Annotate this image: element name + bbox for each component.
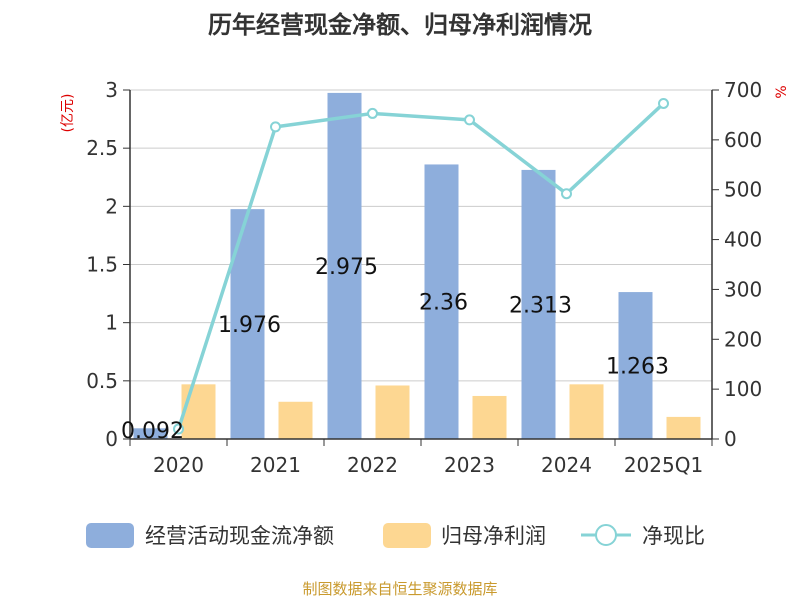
right-tick-label: 0 [724, 427, 737, 451]
legend-label-cashflow: 经营活动现金流净额 [145, 524, 334, 548]
left-tick-label: 3 [105, 78, 118, 102]
ratio-point [464, 114, 475, 126]
cashflow-data-label: 1.976 [218, 313, 281, 338]
right-tick-label: 700 [724, 78, 762, 102]
axes: 0 0.5 1 1.5 2 2.5 3 0 100 200 300 400 500 600 700 2020 2… [86, 78, 762, 477]
bars [133, 92, 701, 440]
right-tick-label: 200 [724, 327, 762, 351]
cashflow-data-label: 2.975 [315, 255, 378, 280]
ratio-point [658, 97, 669, 109]
left-tick-label: 1.5 [86, 253, 118, 277]
left-tick-label: 2.5 [86, 136, 118, 160]
right-axis-unit: % [774, 85, 790, 98]
right-tick-label: 400 [724, 228, 762, 252]
ratio-point [270, 121, 281, 133]
cashflow-data-label: 1.263 [606, 355, 669, 380]
cashflow-bar [424, 164, 459, 439]
left-tick-label: 0 [105, 427, 118, 451]
cashflow-bar [327, 92, 362, 440]
legend-swatch-ratio-marker [595, 524, 617, 546]
ratio-point [367, 107, 378, 119]
ratio-point [561, 188, 572, 200]
x-tick-label: 2022 [347, 453, 398, 477]
legend-label-net-profit: 归母净利润 [441, 524, 546, 548]
cashflow-data-label: 0.092 [121, 419, 184, 444]
cashflow-data-label: 2.313 [509, 293, 572, 318]
cashflow-bar [618, 292, 653, 439]
right-tick-label: 100 [724, 377, 762, 401]
left-tick-label: 0.5 [86, 369, 118, 393]
net-profit-bar [278, 401, 313, 439]
x-tick-label: 2021 [250, 453, 301, 477]
right-tick-label: 600 [724, 128, 762, 152]
cashflow-data-label: 2.36 [419, 291, 468, 316]
right-tick-label: 500 [724, 178, 762, 202]
net-profit-bar [569, 384, 604, 439]
left-tick-label: 2 [105, 194, 118, 218]
cashflow-bar [133, 428, 168, 439]
legend-label-ratio: 净现比 [642, 524, 705, 548]
ratio-point [173, 423, 184, 435]
x-tick-label: 2020 [153, 453, 204, 477]
legend: 经营活动现金流净额 归母净利润 净现比 [86, 523, 705, 548]
x-tick-label: 2025Q1 [624, 453, 703, 477]
line-series [173, 97, 669, 435]
x-tick-label: 2024 [541, 453, 592, 477]
net-profit-bar [666, 416, 701, 439]
legend-swatch-net-profit [383, 523, 431, 548]
legend-swatch-cashflow [86, 523, 134, 548]
source-note: 制图数据来自恒生聚源数据库 [302, 580, 497, 598]
right-tick-label: 300 [724, 277, 762, 301]
left-tick-label: 1 [105, 311, 118, 335]
net-profit-bar [375, 385, 410, 439]
cashflow-bar [521, 169, 556, 439]
data-labels: 0.092 1.976 2.975 2.36 2.313 1.263 [121, 255, 669, 444]
net-profit-bar [472, 395, 507, 439]
x-tick-label: 2023 [444, 453, 495, 477]
grid-lines [130, 89, 712, 382]
chart-title: 历年经营现金净额、归母净利润情况 [208, 11, 592, 39]
ratio-line [176, 102, 665, 430]
left-axis-unit: (亿元) [60, 94, 76, 133]
net-profit-bar [181, 384, 216, 439]
